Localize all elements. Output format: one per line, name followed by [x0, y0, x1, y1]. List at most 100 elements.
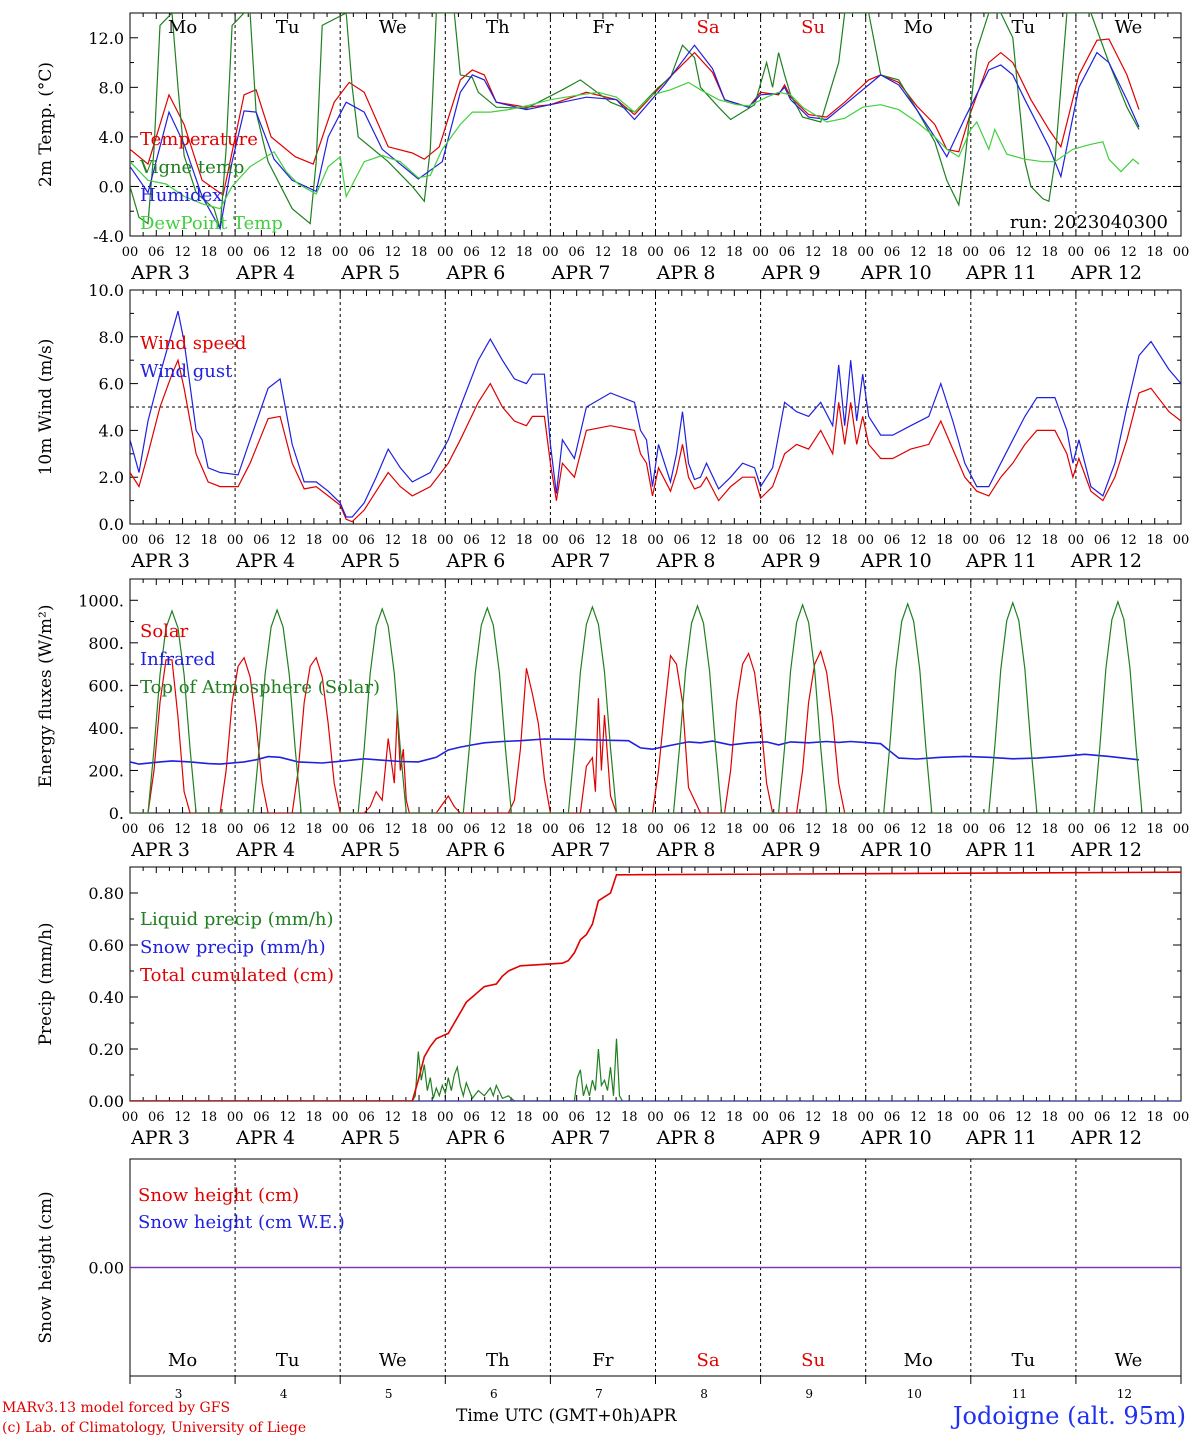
x-hour-label: 18: [621, 533, 638, 548]
y-axis-label: Precip (mm/h): [36, 922, 56, 1045]
y-axis-label: Snow height (cm): [36, 1191, 56, 1343]
x-date-label: APR 3: [130, 550, 190, 572]
x-hour-label: 00: [752, 245, 769, 260]
x-hour-label: 06: [253, 1110, 270, 1125]
x-hour-label: 00: [963, 533, 980, 548]
x-date-label: APR 12: [1070, 1127, 1142, 1149]
series-line-solar: [130, 649, 846, 813]
weekday-label: Mo: [168, 17, 197, 38]
y-tick-label: 0.0: [99, 515, 124, 534]
y-tick-label: 600.: [88, 676, 124, 695]
y-tick-label: 200.: [88, 761, 124, 780]
weekday-label: We: [379, 17, 407, 38]
x-hour-label: 06: [253, 245, 270, 260]
x-hour-label: 00: [122, 533, 139, 548]
x-hour-label: 12: [805, 533, 822, 548]
x-hour-label: 00: [437, 533, 454, 548]
x-axis-title: Time UTC (GMT+0h)APR: [456, 1406, 677, 1426]
legend-entry: DewPoint Temp: [140, 213, 283, 234]
x-hour-label: 12: [910, 1110, 927, 1125]
panel-energy: 0. 200. 400. 600. 800. 1000. Energy fluxes (W/…: [36, 578, 1190, 861]
x-hour-label: 12: [384, 533, 401, 548]
x-hour-label: 06: [1094, 533, 1111, 548]
x-hour-label: 12: [279, 1110, 296, 1125]
x-hour-label: 18: [201, 1110, 218, 1125]
x-date-label: APR 12: [1070, 550, 1142, 572]
panel-precip: 0.00 0.20 0.40 0.60 0.80 Precip (mm/h) Liquid …: [36, 866, 1189, 1149]
x-hour-label: 12: [1015, 1110, 1032, 1125]
x-hour-label: 12: [1120, 822, 1137, 837]
weekday-label: Th: [486, 1350, 510, 1371]
panel-temperature: -4.0 0.0 4.0 8.0 12.0 2m Temp. (°C) Temperatur…: [36, 12, 1189, 284]
series-line-vigne-temp: [130, 13, 1140, 229]
y-tick-label: 0.60: [88, 936, 124, 955]
x-hour-label: 00: [332, 822, 349, 837]
x-hour-label: 06: [568, 1110, 585, 1125]
x-hour-label: 00: [857, 822, 874, 837]
x-hour-label: 06: [884, 245, 901, 260]
x-date-label: APR 9: [761, 550, 821, 572]
x-date-label: APR 3: [130, 1127, 190, 1149]
x-hour-label: 12: [805, 245, 822, 260]
x-hour-label: 06: [253, 533, 270, 548]
y-tick-label: 0.80: [88, 884, 124, 903]
weekday-label: Mo: [168, 1350, 197, 1371]
x-date-label: APR 11: [965, 262, 1037, 284]
x-hour-label: 06: [148, 533, 165, 548]
y-tick-label: 10.0: [88, 281, 124, 300]
x-date-label: APR 11: [965, 839, 1037, 861]
x-date-label: APR 12: [1070, 839, 1142, 861]
x-hour-label: 12: [490, 245, 507, 260]
x-hour-label: 12: [805, 1110, 822, 1125]
x-hour-label: 12: [595, 1110, 612, 1125]
y-tick-label: 8.0: [99, 78, 124, 97]
x-date-label: APR 7: [550, 262, 610, 284]
x-hour-label: 06: [779, 822, 796, 837]
x-hour-label: 00: [542, 245, 559, 260]
x-hour-label: 18: [1041, 822, 1058, 837]
x-date-label: APR 12: [1070, 262, 1142, 284]
x-date-label: APR 6: [445, 839, 505, 861]
x-hour-label: 00: [542, 1110, 559, 1125]
x-date-label: APR 8: [656, 1127, 716, 1149]
x-hour-label: 00: [542, 822, 559, 837]
legend-entry: Total cumulated (cm): [140, 965, 334, 986]
weekday-label: We: [1115, 17, 1143, 38]
x-hour-label: 12: [384, 1110, 401, 1125]
x-hour-label: 12: [1120, 1110, 1137, 1125]
x-hour-label: 18: [411, 822, 428, 837]
series-line-humidex: [130, 44, 1140, 231]
x-date-label: APR 10: [860, 550, 932, 572]
x-hour-label: 00: [437, 822, 454, 837]
x-hour-label: 06: [358, 1110, 375, 1125]
x-hour-label: 06: [463, 533, 480, 548]
x-hour-label: 12: [490, 533, 507, 548]
x-hour-label: 18: [516, 533, 533, 548]
weekday-label: Su: [801, 1350, 825, 1371]
x-hour-label: 18: [936, 533, 953, 548]
y-tick-label: 0.20: [88, 1040, 124, 1059]
x-date-label: APR 3: [130, 262, 190, 284]
x-hour-label: 06: [358, 533, 375, 548]
series-line-wind-speed: [130, 358, 1181, 523]
panel-wind: 0.0 2.0 4.0 6.0 8.0 10.0 10m Wind (m/s) Wind sp…: [36, 281, 1189, 572]
x-hour-label: 00: [857, 245, 874, 260]
weekday-label: Su: [801, 17, 825, 38]
x-hour-label: 00: [227, 533, 244, 548]
x-hour-label: 06: [463, 1110, 480, 1125]
y-axis-label: 2m Temp. (°C): [36, 62, 56, 187]
x-hour-label: 12: [279, 245, 296, 260]
legend-entry: Liquid precip (mm/h): [140, 909, 334, 930]
x-hour-label: 00: [1068, 822, 1085, 837]
x-hour-label: 06: [568, 533, 585, 548]
x-hour-label: 06: [463, 822, 480, 837]
x-hour-label: 06: [779, 1110, 796, 1125]
x-hour-label: 00: [122, 245, 139, 260]
x-date-label: APR 9: [761, 262, 821, 284]
x-hour-label: 12: [1120, 533, 1137, 548]
x-hour-label: 06: [568, 245, 585, 260]
x-hour-label: 18: [201, 245, 218, 260]
x-hour-label: 06: [1094, 1110, 1111, 1125]
y-tick-label: 400.: [88, 719, 124, 738]
x-hour-label: 00: [1173, 822, 1190, 837]
